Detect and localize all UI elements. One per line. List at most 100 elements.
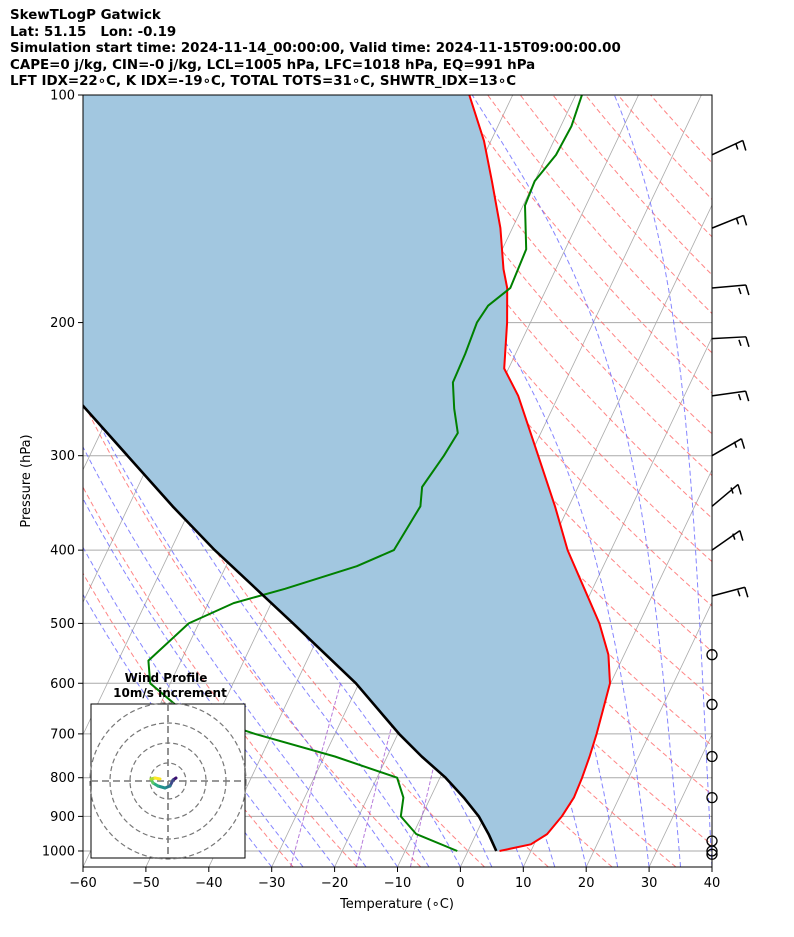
x-tick-label: −20	[321, 876, 348, 891]
isotherm-line	[711, 866, 712, 867]
wind-barb-flag	[742, 140, 747, 151]
mixing-ratio-line	[409, 683, 455, 867]
x-tick-label: −60	[69, 876, 96, 891]
wind-barb-flag	[732, 533, 736, 540]
moist-adiabat-line	[471, 95, 681, 867]
time-line: Simulation start time: 2024-11-14_00:00:…	[10, 41, 621, 56]
stability-line: CAPE=0 j/kg, CIN=-0 j/kg, LCL=1005 hPa, …	[10, 57, 536, 73]
wind-barb-flag	[744, 390, 750, 402]
wind-barb-flag	[742, 215, 748, 226]
parcel-path-line	[83, 403, 498, 852]
moist-adiabat-line	[83, 446, 367, 867]
inset-subtitle: 10m/s increment	[113, 686, 227, 700]
wind-barb	[711, 438, 746, 457]
x-tick-label: −30	[258, 876, 285, 891]
wind-barb-calm	[706, 698, 718, 711]
wind-barb-flag	[735, 218, 740, 225]
wind-barb-flag	[739, 530, 744, 541]
wind-barb-flag	[737, 393, 742, 401]
wind-barb-flag	[737, 484, 742, 495]
x-tick-label: 40	[704, 876, 721, 891]
wind-barb	[711, 530, 744, 551]
isotherm-line	[0, 95, 10, 867]
wind-barb-calm	[706, 750, 718, 763]
wind-barb-flag	[745, 336, 750, 348]
moist-adiabat-line	[613, 95, 712, 867]
wind-barb-shaft	[711, 390, 746, 397]
wind-barb-shaft	[711, 586, 746, 597]
x-tick-label: −10	[384, 876, 411, 891]
wind-barb	[711, 336, 750, 348]
wind-barb-shaft	[711, 530, 741, 551]
y-tick-label: 600	[50, 677, 75, 692]
y-tick-label: 200	[50, 316, 75, 331]
wind-barb-flag	[744, 587, 749, 598]
wind-barb-flag	[745, 284, 750, 296]
moist-adiabat-line	[83, 328, 430, 867]
wind-barb-flag	[737, 589, 741, 597]
location-line: Lat: 51.15 Lon: -0.19	[10, 24, 177, 40]
isotherm-line	[585, 601, 712, 867]
wind-barb-shaft	[711, 139, 744, 156]
y-tick-label: 700	[50, 727, 75, 742]
wind-barb-shaft	[711, 438, 742, 457]
wind-barb	[711, 284, 750, 296]
dewpoint-line	[147, 95, 583, 852]
cape-shade	[83, 95, 610, 851]
indices-line: LFT IDX=22∘C, K IDX=-19∘C, TOTAL TOTS=31…	[10, 74, 517, 89]
wind-barb-calm	[706, 848, 718, 860]
chart-header: SkewTLogP Gatwick Lat: 51.15 Lon: -0.19 …	[10, 8, 621, 91]
dry-adiabat-line	[324, 95, 712, 563]
inset-title: Wind Profile	[125, 671, 208, 685]
chart-title: SkewTLogP Gatwick	[10, 8, 161, 23]
dry-adiabat-line	[585, 95, 712, 238]
wind-barb-shaft	[711, 284, 746, 289]
data-layer	[83, 95, 611, 852]
moist-adiabat-line	[723, 95, 744, 867]
y-axis-label: Pressure (hPa)	[19, 434, 34, 527]
wind-barb-flag	[740, 438, 746, 449]
x-tick-label: 0	[456, 876, 464, 891]
wind-barb-flag	[738, 339, 742, 347]
x-tick-label: −40	[195, 876, 222, 891]
wind-barb-shaft	[711, 214, 744, 229]
wind-barb-flag	[730, 487, 734, 494]
wind-barb	[711, 139, 747, 156]
wind-barb	[711, 214, 748, 229]
isotherm-line	[775, 95, 794, 867]
x-tick-label: 10	[515, 876, 532, 891]
dry-adiabat-line	[83, 486, 358, 867]
wind-barb-flag	[738, 287, 742, 295]
wind-barb	[711, 586, 749, 598]
y-tick-label: 100	[50, 89, 75, 104]
wind-profile-inset: Wind Profile 10m/s increment	[89, 671, 247, 860]
wind-barb-calm	[706, 649, 718, 661]
dry-adiabat-line	[83, 572, 294, 867]
y-tick-label: 800	[50, 771, 75, 786]
wind-barb-flag	[733, 441, 738, 448]
moist-adiabat-line	[348, 95, 650, 867]
moist-adiabat-line	[83, 390, 398, 867]
mixing-ratio-line	[290, 683, 342, 867]
hodograph-segment	[153, 776, 162, 781]
x-tick-label: 20	[578, 876, 595, 891]
y-tick-label: 1000	[42, 844, 75, 859]
isotherm-line	[0, 95, 72, 867]
wind-barb	[711, 483, 742, 507]
moist-adiabat-line	[83, 497, 335, 867]
hodograph-ring	[89, 702, 247, 860]
y-tick-label: 900	[50, 810, 75, 825]
wind-barb-flag	[735, 143, 739, 150]
x-tick-label: 30	[641, 876, 658, 891]
wind-barbs	[706, 139, 750, 860]
temperature-line	[468, 95, 611, 852]
x-axis-label: Temperature (∘C)	[339, 897, 454, 912]
mixing-ratio-line	[355, 683, 404, 867]
y-tick-label: 500	[50, 617, 75, 632]
wind-barb	[711, 390, 750, 402]
x-tick-label: −50	[132, 876, 159, 891]
y-tick-label: 300	[50, 449, 75, 464]
isotherm-line	[648, 733, 712, 867]
